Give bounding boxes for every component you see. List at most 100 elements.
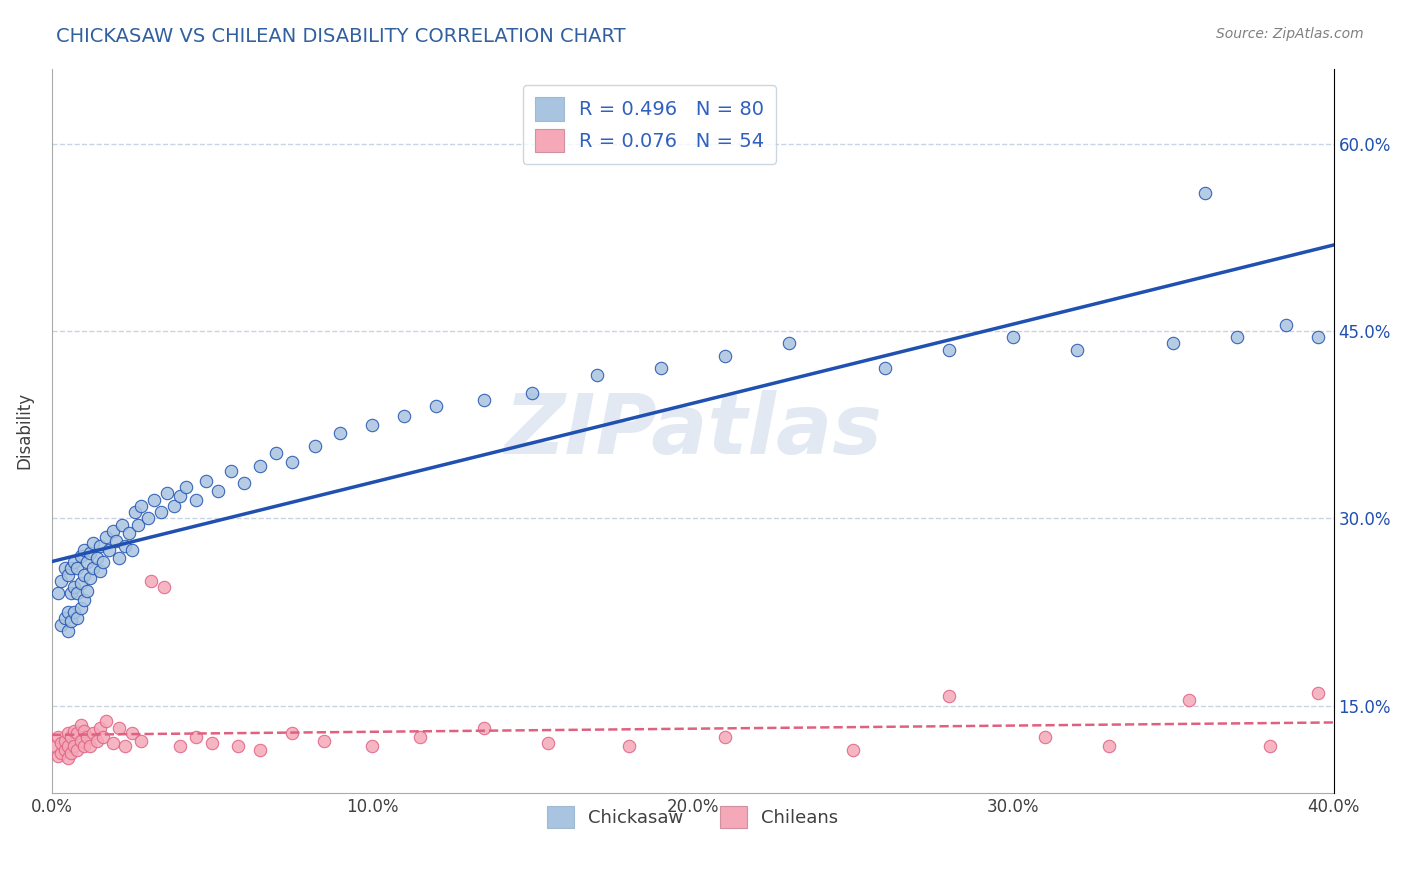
Point	[585, 368, 607, 382]
Point	[169, 489, 191, 503]
Point	[76, 555, 98, 569]
Point	[1306, 686, 1329, 700]
Legend: Chickasaw, Chileans: Chickasaw, Chileans	[540, 798, 845, 835]
Point	[66, 726, 89, 740]
Point	[79, 571, 101, 585]
Point	[194, 474, 217, 488]
Point	[63, 605, 86, 619]
Point	[1066, 343, 1088, 357]
Point	[938, 689, 960, 703]
Point	[82, 561, 104, 575]
Point	[1163, 336, 1185, 351]
Point	[66, 561, 89, 575]
Point	[139, 574, 162, 588]
Point	[73, 592, 96, 607]
Point	[89, 564, 111, 578]
Point	[86, 734, 108, 748]
Point	[121, 542, 143, 557]
Point	[474, 392, 496, 407]
Point	[1306, 330, 1329, 344]
Point	[46, 586, 69, 600]
Point	[56, 605, 79, 619]
Point	[1178, 692, 1201, 706]
Point	[73, 723, 96, 738]
Point	[329, 426, 352, 441]
Point	[617, 739, 640, 753]
Point	[1098, 739, 1121, 753]
Point	[713, 730, 735, 744]
Point	[156, 486, 179, 500]
Point	[46, 730, 69, 744]
Point	[69, 549, 91, 563]
Point	[226, 739, 249, 753]
Point	[131, 734, 153, 748]
Point	[1033, 730, 1056, 744]
Point	[131, 499, 153, 513]
Point	[73, 739, 96, 753]
Point	[176, 480, 198, 494]
Point	[1194, 186, 1216, 201]
Point	[650, 361, 672, 376]
Point	[63, 580, 86, 594]
Point	[281, 726, 304, 740]
Point	[69, 601, 91, 615]
Point	[59, 747, 82, 761]
Point	[73, 567, 96, 582]
Point	[66, 586, 89, 600]
Point	[114, 739, 136, 753]
Point	[169, 739, 191, 753]
Point	[108, 551, 131, 566]
Point	[361, 739, 384, 753]
Point	[1226, 330, 1249, 344]
Text: Source: ZipAtlas.com: Source: ZipAtlas.com	[1216, 27, 1364, 41]
Point	[53, 734, 76, 748]
Point	[56, 624, 79, 638]
Point	[66, 742, 89, 756]
Point	[1274, 318, 1296, 332]
Point	[59, 586, 82, 600]
Point	[79, 546, 101, 560]
Point	[44, 739, 66, 753]
Point	[63, 739, 86, 753]
Point	[63, 723, 86, 738]
Point	[114, 539, 136, 553]
Point	[51, 574, 73, 588]
Point	[361, 417, 384, 432]
Point	[425, 399, 447, 413]
Point	[143, 492, 166, 507]
Point	[118, 526, 141, 541]
Point	[136, 511, 159, 525]
Point	[778, 336, 800, 351]
Point	[104, 533, 127, 548]
Point	[51, 617, 73, 632]
Point	[53, 561, 76, 575]
Point	[149, 505, 172, 519]
Point	[66, 611, 89, 625]
Point	[76, 730, 98, 744]
Point	[69, 717, 91, 731]
Point	[537, 736, 560, 750]
Point	[82, 536, 104, 550]
Point	[249, 458, 271, 473]
Point	[59, 614, 82, 628]
Point	[82, 726, 104, 740]
Point	[53, 742, 76, 756]
Point	[184, 730, 207, 744]
Point	[96, 530, 118, 544]
Text: ZIPatlas: ZIPatlas	[503, 391, 882, 472]
Point	[304, 439, 326, 453]
Point	[89, 539, 111, 553]
Point	[474, 722, 496, 736]
Point	[522, 386, 544, 401]
Point	[56, 751, 79, 765]
Point	[89, 722, 111, 736]
Point	[53, 611, 76, 625]
Point	[314, 734, 336, 748]
Point	[56, 726, 79, 740]
Point	[153, 580, 176, 594]
Point	[184, 492, 207, 507]
Point	[69, 734, 91, 748]
Point	[56, 567, 79, 582]
Point	[91, 730, 114, 744]
Point	[219, 464, 242, 478]
